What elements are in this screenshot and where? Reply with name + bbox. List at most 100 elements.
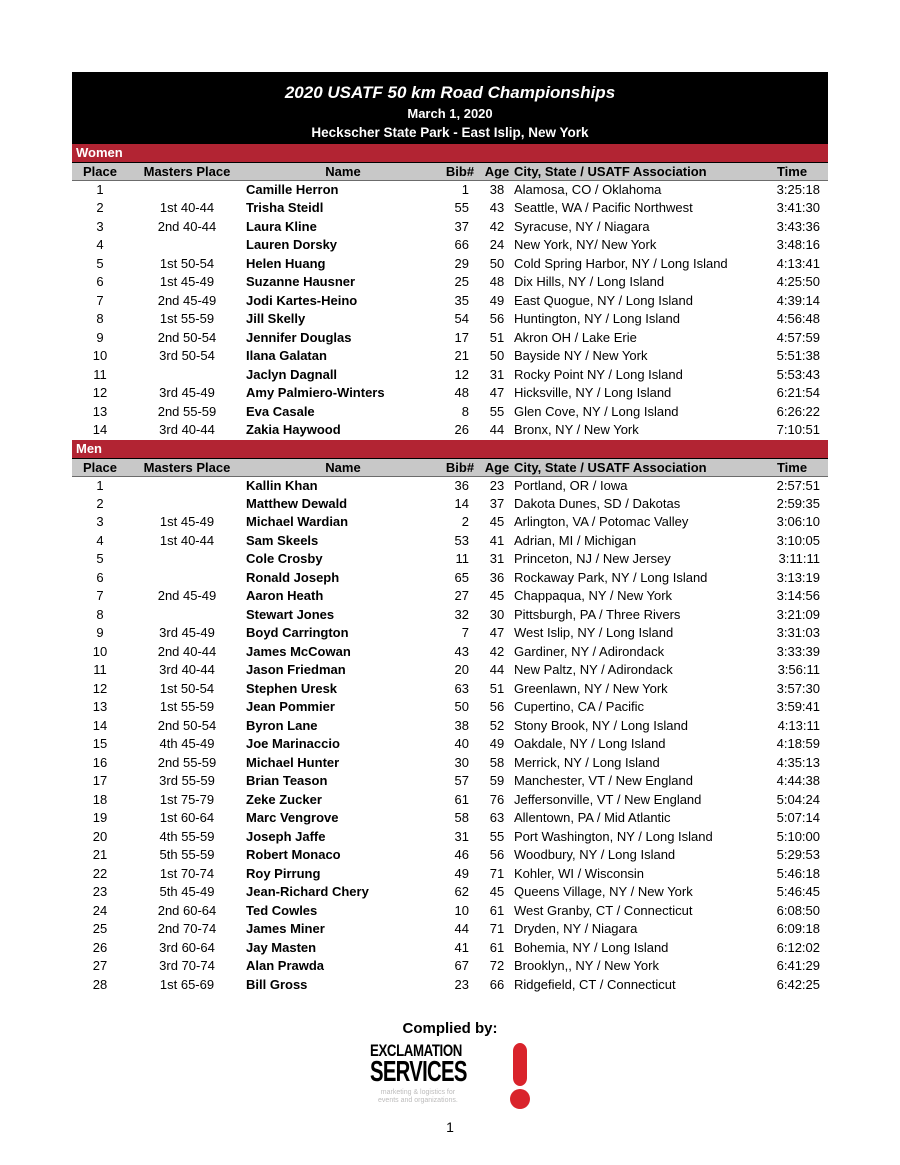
table-cell: Kohler, WI / Wisconsin	[514, 865, 645, 881]
table-cell: Zeke Zucker	[246, 791, 322, 807]
table-cell: 6	[96, 569, 104, 585]
table-cell: 43	[489, 200, 505, 216]
table-cell: 38	[454, 717, 469, 733]
table-cell: Dix Hills, NY / Long Island	[514, 274, 665, 290]
table-row: 10 3rd 50-54 Ilana Galatan 21 50 Bayside NY /…	[72, 347, 828, 366]
table-cell: 5	[96, 255, 104, 271]
table-cell: 5th 55-59	[159, 847, 215, 863]
table-cell: 2nd 50-54	[157, 717, 217, 733]
table-row: 6 1st 45-49 Suzanne Hausner 25 48 Dix Hills, …	[72, 273, 828, 292]
table-cell: 12	[92, 680, 108, 696]
event-date: March 1, 2020	[407, 106, 493, 121]
table-cell: 6:12:02	[776, 939, 820, 955]
table-cell: Syracuse, NY / Niagara	[514, 218, 650, 234]
table-cell: Jason Friedman	[246, 662, 346, 678]
table-cell: 46	[454, 847, 469, 863]
table-row: 12 3rd 45-49 Amy Palmiero-Winters 48 47 Hicks…	[72, 384, 828, 403]
table-cell: 2:57:51	[776, 477, 820, 493]
column-header: Name	[325, 459, 361, 475]
table-cell: Jay Masten	[246, 939, 317, 955]
table-cell: 3:13:19	[776, 569, 820, 585]
table-cell: Jaclyn Dagnall	[246, 366, 338, 382]
table-cell: 9	[96, 329, 104, 345]
table-cell: Cole Crosby	[246, 551, 323, 567]
table-cell: 2	[96, 200, 104, 216]
table-cell: 3rd 40-44	[159, 422, 215, 438]
table-cell: 21	[454, 348, 469, 364]
table-cell: Helen Huang	[246, 255, 326, 271]
page-number: 1	[446, 1119, 454, 1135]
table-cell: 4:35:13	[776, 754, 820, 770]
column-header: Bib#	[445, 164, 475, 179]
table-cell: Ronald Joseph	[246, 569, 340, 585]
table-cell: 13	[92, 403, 108, 419]
title-block: 2020 USATF 50 km Road Championships Marc…	[72, 72, 828, 144]
table-cell: Arlington, VA / Potomac Valley	[514, 514, 689, 530]
table-cell: 58	[489, 754, 505, 770]
table-cell: 16	[92, 754, 108, 770]
table-cell: 2nd 45-49	[157, 292, 217, 308]
table-cell: 63	[489, 810, 505, 826]
table-cell: Joe Marinaccio	[246, 736, 340, 752]
table-cell: Michael Hunter	[246, 754, 340, 770]
table-cell: 56	[489, 847, 505, 863]
table-row: 13 2nd 55-59 Eva Casale 8 55 Glen Cove, NY / …	[72, 403, 828, 422]
table-cell: Roy Pirrung	[246, 865, 321, 881]
table-cell: 30	[489, 606, 505, 622]
table-cell: Ted Cowles	[246, 902, 318, 918]
table-cell: 11	[93, 662, 107, 678]
column-header: Masters Place	[143, 164, 231, 179]
table-cell: 5:51:38	[776, 348, 820, 364]
table-row: 1 Kallin Khan 36 23 Portland, OR / Iowa 2:57:…	[72, 476, 828, 495]
table-cell: 2nd 60-64	[157, 902, 217, 918]
table-cell: 4	[96, 532, 104, 548]
table-cell	[128, 550, 246, 569]
table-cell: 63	[454, 680, 469, 696]
table-row: 11 Jaclyn Dagnall 12 31 Rocky Point NY / Lon…	[72, 366, 828, 385]
table-cell: 1	[96, 182, 104, 197]
table-cell: 17	[92, 773, 108, 789]
table-cell: 3:10:05	[776, 532, 820, 548]
table-cell: Aaron Heath	[246, 588, 324, 604]
table-cell: 3	[96, 218, 104, 234]
table-cell: 42	[489, 643, 505, 659]
table-cell: 1st 55-59	[159, 699, 215, 715]
table-cell: Adrian, MI / Michigan	[514, 532, 637, 548]
table-cell: 40	[454, 736, 469, 752]
table-cell: 26	[92, 939, 108, 955]
table-cell: 72	[489, 958, 505, 974]
table-cell: Oakdale, NY / Long Island	[514, 736, 666, 752]
table-cell: 17	[454, 329, 469, 345]
table-cell: 7:10:51	[776, 422, 820, 438]
table-cell: 51	[489, 329, 505, 345]
table-cell: 11	[455, 551, 470, 567]
table-cell: 1st 40-44	[159, 200, 215, 216]
table-cell: 10	[454, 902, 469, 918]
table-cell: 44	[489, 422, 505, 438]
table-cell: 51	[489, 680, 505, 696]
table-cell: 4:18:59	[776, 736, 820, 752]
logo-tagline-line2: events and organizations.	[378, 1097, 458, 1104]
table-cell	[128, 366, 246, 385]
table-cell: Joseph Jaffe	[246, 828, 326, 844]
column-header-row: Place Masters Place Name Bib# Age City, State…	[72, 458, 828, 476]
column-header: Age	[484, 164, 510, 179]
column-header: City, State / USATF Association	[514, 459, 707, 475]
table-row: 3 1st 45-49 Michael Wardian 2 45 Arlington, V…	[72, 513, 828, 532]
table-cell: 4:56:48	[776, 311, 820, 327]
table-cell: Sam Skeels	[246, 532, 319, 548]
table-cell: 2nd 50-54	[157, 329, 217, 345]
table-cell: 4:39:14	[776, 292, 820, 308]
table-cell: Trisha Steidl	[246, 200, 324, 216]
table-cell: 3rd 60-64	[159, 939, 215, 955]
table-cell: 56	[489, 311, 505, 327]
table-cell: 3	[96, 514, 104, 530]
table-cell: 5:10:00	[776, 828, 820, 844]
table-row: 21 5th 55-59 Robert Monaco 46 56 Woodbury, NY…	[72, 846, 828, 865]
page-content: 2020 USATF 50 km Road Championships Marc…	[72, 72, 828, 1135]
column-header: Bib#	[445, 459, 475, 475]
table-row: 16 2nd 55-59 Michael Hunter 30 58 Merrick, NY…	[72, 754, 828, 773]
table-cell: East Quogue, NY / Long Island	[514, 292, 693, 308]
table-cell: West Islip, NY / Long Island	[514, 625, 674, 641]
table-cell: 3:14:56	[776, 588, 820, 604]
